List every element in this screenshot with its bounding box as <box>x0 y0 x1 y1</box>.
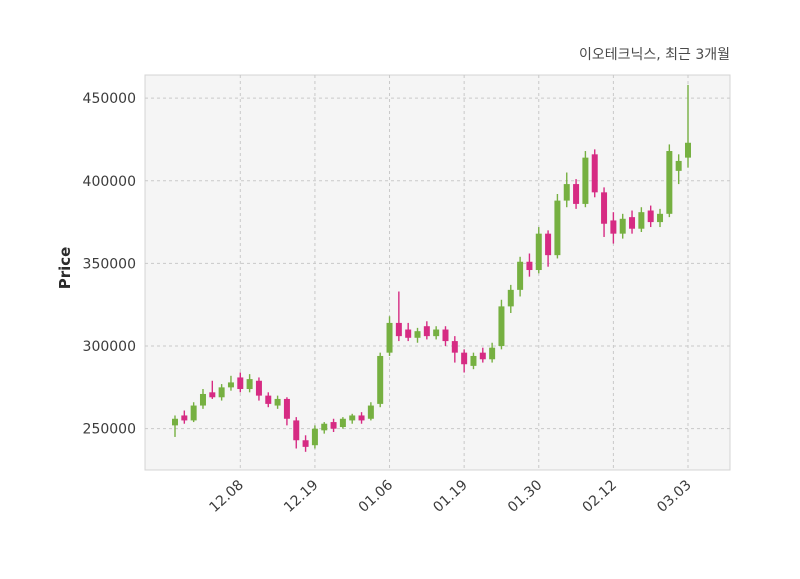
candle-body <box>358 415 365 421</box>
candle-body <box>311 428 318 446</box>
y-tick-label: 450000 <box>83 91 136 107</box>
y-tick-label: 400000 <box>83 174 136 190</box>
y-axis-label: Price <box>56 246 74 290</box>
candle-body <box>461 352 468 365</box>
candle-body <box>629 217 636 229</box>
candle-body <box>367 405 374 419</box>
candle-body <box>283 398 290 419</box>
candle-body <box>563 184 570 201</box>
x-tick-label: 01.19 <box>430 477 471 516</box>
candle-body <box>190 405 197 421</box>
candle-body <box>545 233 552 256</box>
candle-body <box>517 261 524 290</box>
candle-body <box>265 395 272 404</box>
candle-body <box>507 289 514 307</box>
x-tick-label: 12.19 <box>281 477 322 516</box>
candle-body <box>582 157 589 204</box>
candle-body <box>339 418 346 428</box>
candle-body <box>405 329 412 338</box>
candle-body <box>395 322 402 337</box>
plot-area <box>144 74 731 471</box>
candle-body <box>675 160 682 171</box>
candle-body <box>619 218 626 234</box>
candle-body <box>591 154 598 193</box>
candle-body <box>423 326 430 337</box>
candle-body <box>535 233 542 271</box>
candle-body <box>498 306 505 347</box>
candle-body <box>647 210 654 223</box>
candle-body <box>554 200 561 256</box>
candle-body <box>685 142 691 158</box>
candle-body <box>451 341 458 353</box>
candle-body <box>181 415 188 421</box>
candle-body <box>246 379 253 390</box>
candle-body <box>573 184 580 204</box>
candle-body <box>657 213 664 223</box>
x-tick-label: 01.30 <box>505 477 546 516</box>
candle-body <box>377 355 384 404</box>
candle-body <box>470 355 477 366</box>
candle-body <box>237 377 244 390</box>
candle-body <box>349 415 356 421</box>
candle-body <box>638 212 645 229</box>
x-tick-label: 02.12 <box>580 477 621 516</box>
candle-body <box>442 329 449 342</box>
chart-title: 이오테크닉스, 최근 3개월 <box>578 47 730 63</box>
candle-body <box>666 151 673 214</box>
x-tick-label: 12.08 <box>206 477 247 516</box>
candle-body <box>199 393 206 406</box>
candle-body <box>218 387 225 398</box>
candle-body <box>610 220 617 234</box>
y-tick-label: 250000 <box>83 422 136 438</box>
candle-body <box>386 322 393 353</box>
candle-body <box>330 422 337 429</box>
candle-body <box>227 382 234 388</box>
candle-body <box>526 261 533 271</box>
x-tick-label: 01.06 <box>356 477 397 516</box>
y-tick-label: 300000 <box>83 339 136 355</box>
candle-body <box>489 347 496 360</box>
candle-body <box>172 418 178 426</box>
candle-body <box>479 352 486 360</box>
candle-body <box>601 192 608 224</box>
candle-body <box>302 440 309 447</box>
x-tick-label: 03.03 <box>654 477 695 516</box>
y-tick-label: 350000 <box>83 256 136 272</box>
candle-body <box>433 329 440 337</box>
candle-body <box>321 423 328 431</box>
candle-body <box>255 380 262 396</box>
candle-body <box>274 398 281 406</box>
candle-body <box>209 392 216 398</box>
candle-body <box>293 420 300 441</box>
candle-body <box>414 331 421 338</box>
